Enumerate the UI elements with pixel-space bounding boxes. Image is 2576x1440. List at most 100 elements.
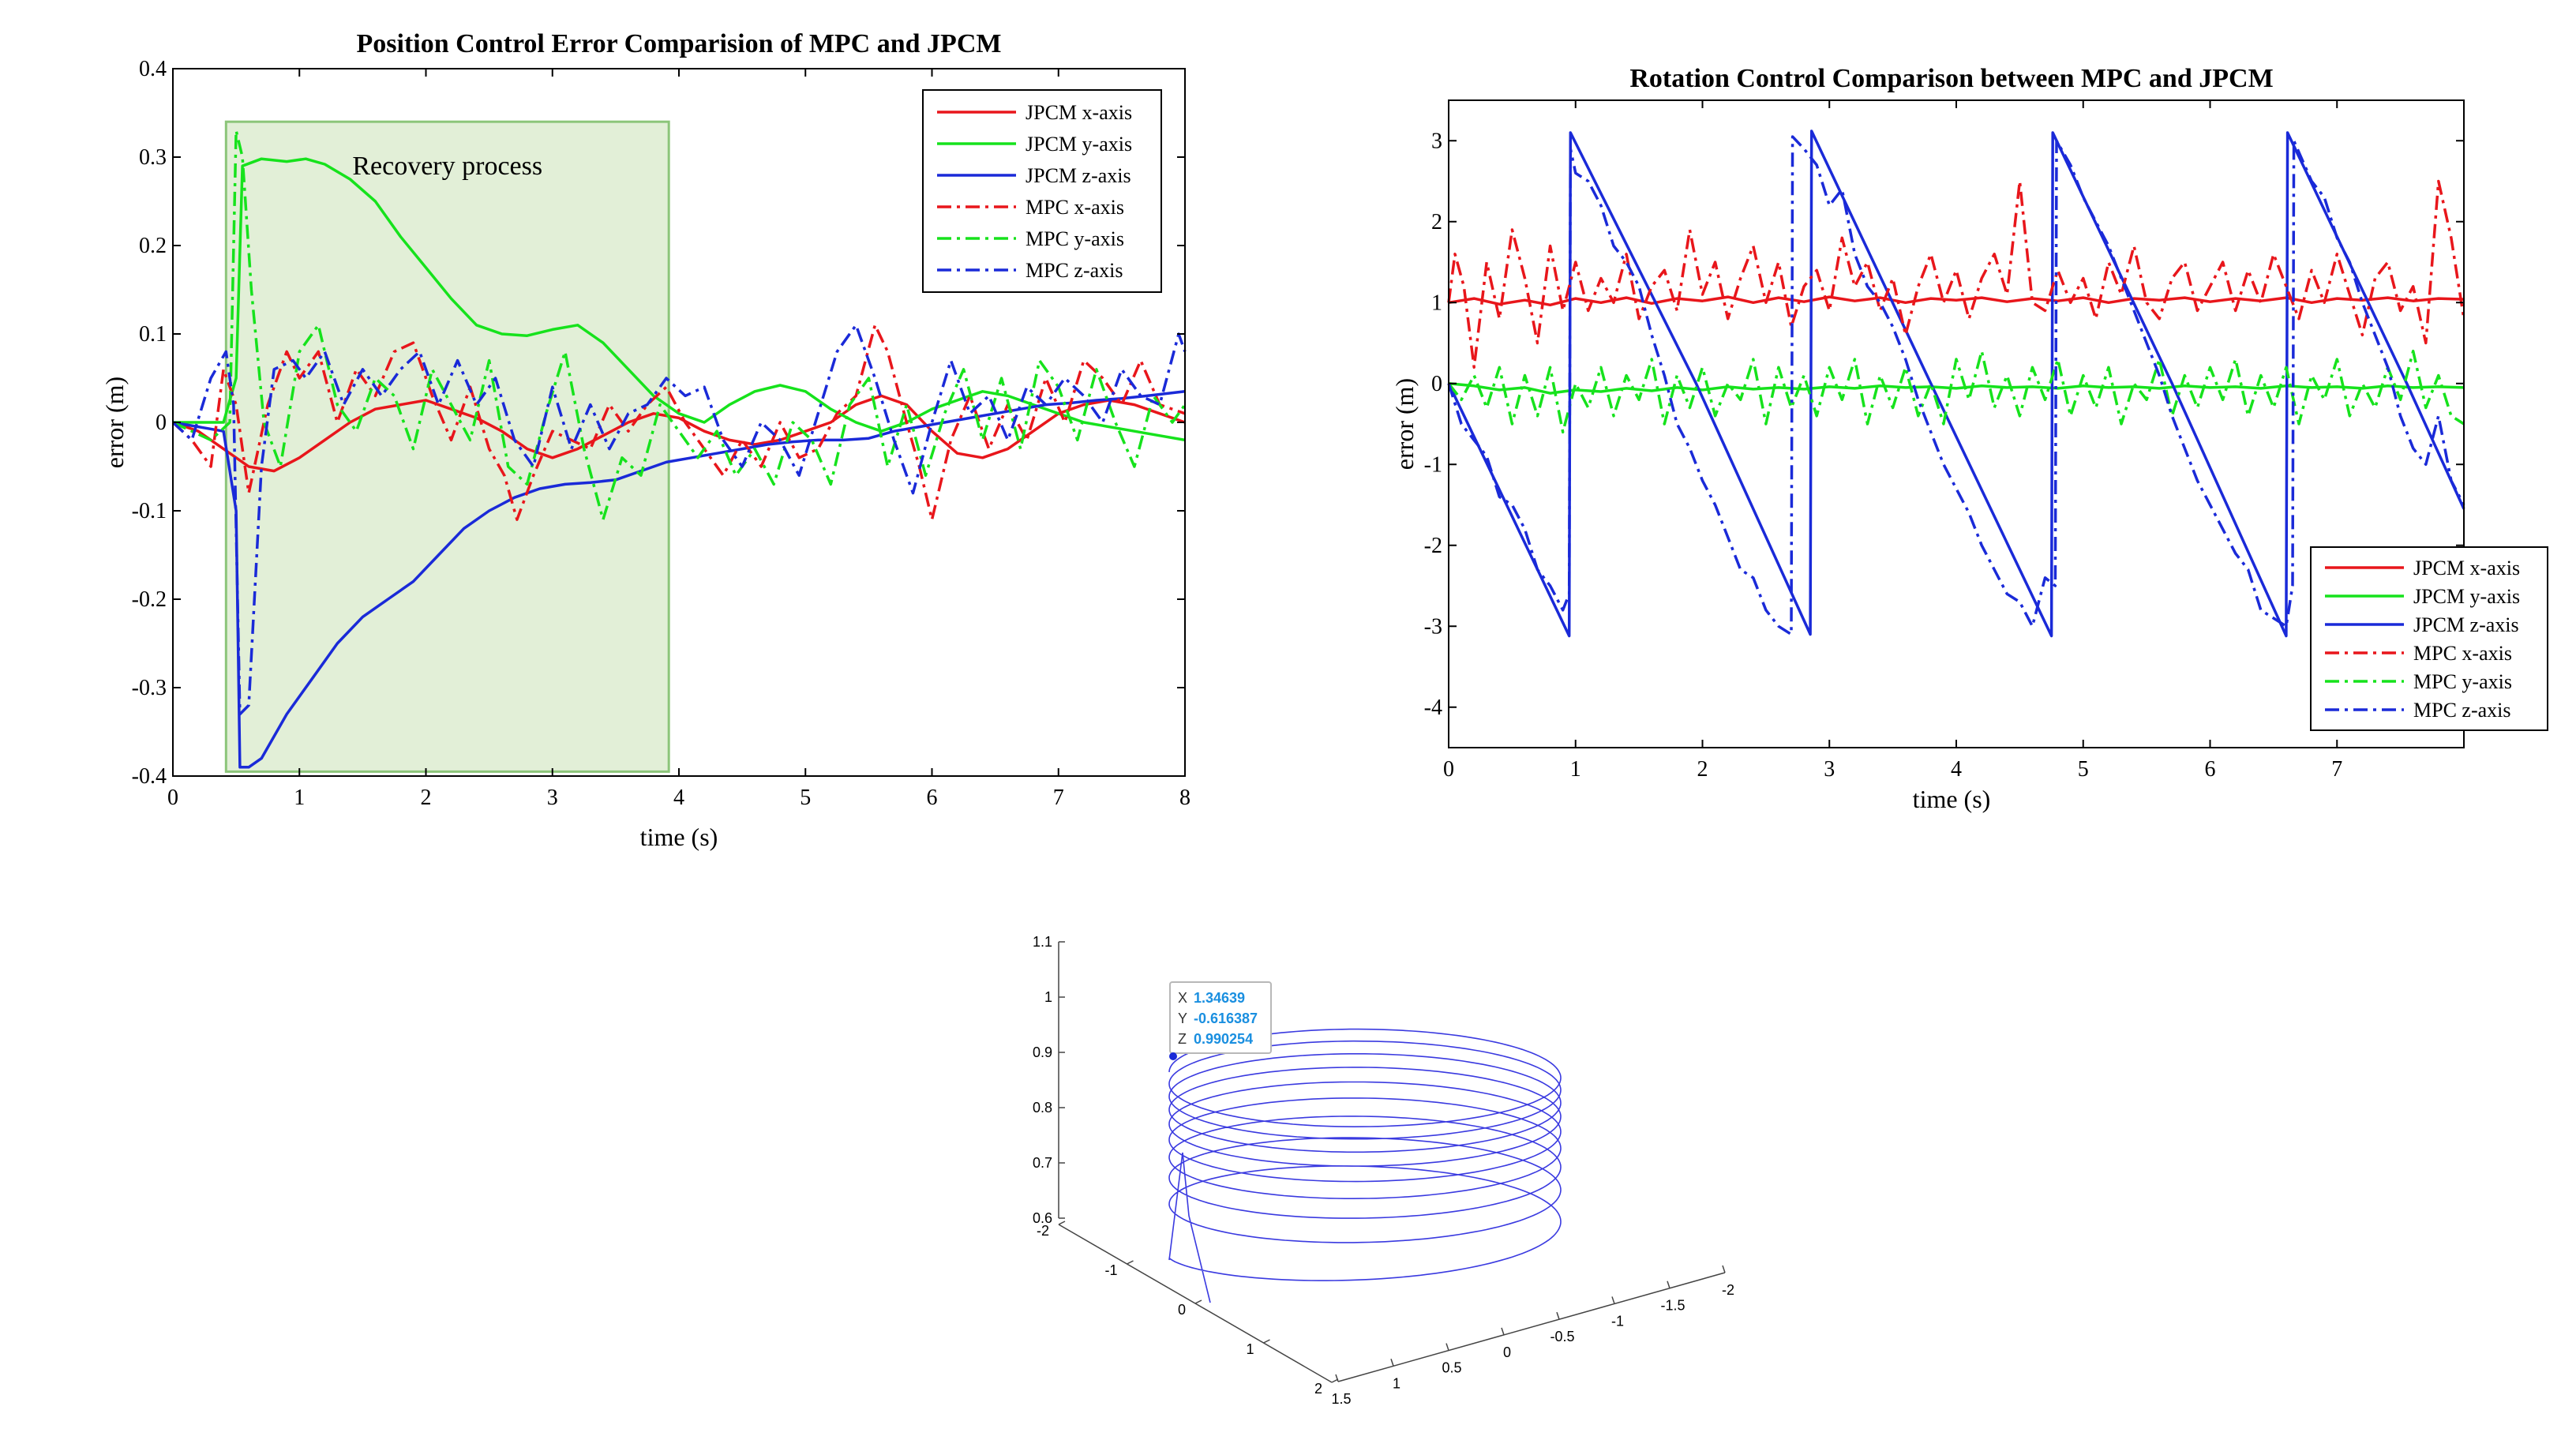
y-tick-mark (1335, 1374, 1339, 1382)
y-tick-label: 0 (1503, 1344, 1511, 1360)
series-line-mpc-y-axis (172, 129, 1187, 521)
datatip-x-value: 1.34639 (1194, 990, 1245, 1006)
y-tick-label: 2 (1431, 210, 1442, 234)
y-tick-label: -1.5 (1660, 1298, 1685, 1314)
series-line-mpc-x-axis (1447, 179, 2465, 369)
legend-box (922, 89, 1162, 293)
series-line-mpc-x-axis (171, 324, 1186, 521)
legend-entry: JPCM z-axis (2413, 613, 2519, 636)
y-tick-label: -2 (1722, 1282, 1734, 1298)
x-tick-label: 1 (1570, 757, 1581, 782)
y-tick-mark (1722, 1265, 1726, 1273)
series-line-jpcm-z-axis (1447, 129, 2465, 638)
datatip-x-label: X (1178, 990, 1187, 1006)
rotation-chart-title: Rotation Control Comparison between MPC … (1629, 64, 2273, 93)
y-tick-mark (1501, 1327, 1505, 1336)
legend-box (2310, 546, 2548, 731)
y-tick-label: -0.2 (132, 587, 167, 612)
recovery-annotation: Recovery process (352, 152, 542, 181)
x-tick-label: 7 (1053, 786, 1064, 810)
y-tick-label: 0 (156, 411, 167, 435)
helix-series-layer (1168, 1028, 1562, 1303)
legend-entry: MPC y-axis (2413, 670, 2512, 693)
x-tick-mark (1263, 1339, 1270, 1344)
x-tick-label: 2 (1314, 1381, 1322, 1397)
rotation-legend: JPCM x-axis JPCM y-axis JPCM z-axis MPC x-a… (2310, 546, 2548, 731)
series-line-jpcm-y-axis (1448, 382, 2465, 395)
y-tick-label: -0.5 (1550, 1329, 1574, 1344)
x-tick-label: 4 (1951, 757, 1962, 782)
x-tick-label: 0 (1178, 1302, 1186, 1318)
legend-entry: JPCM z-axis (1026, 164, 1131, 187)
helix-trajectory (1168, 1028, 1562, 1303)
y-tick-mark (1611, 1296, 1615, 1304)
y-tick-label: -4 (1424, 696, 1442, 720)
y-tick-label: -2 (1424, 534, 1442, 558)
legend-entry: MPC x-axis (1026, 196, 1124, 219)
position-legend: JPCM x-axis JPCM y-axis JPCM z-axis MPC x-a… (922, 89, 1162, 293)
legend-entry: JPCM y-axis (2413, 585, 2520, 608)
datatip-y-label: Y (1178, 1011, 1187, 1026)
datatip-y-value: -0.616387 (1194, 1011, 1258, 1026)
x-tick-label: 1 (294, 786, 305, 810)
y-tick-mark (1390, 1359, 1394, 1367)
y-tick-mark (1445, 1343, 1449, 1351)
legend-entry: JPCM y-axis (1026, 133, 1132, 156)
z-tick-label: 1 (1044, 989, 1052, 1005)
x-tick-label: 6 (927, 786, 938, 810)
y-tick-label: -0.4 (132, 764, 167, 789)
y-tick-label: -1 (1424, 452, 1442, 477)
series-line-jpcm-x-axis (172, 394, 1186, 473)
x-tick-label: 3 (1824, 757, 1835, 782)
z-tick-label: 0.8 (1033, 1100, 1052, 1116)
x-tick-label: -2 (1037, 1223, 1049, 1239)
x-tick-label: 3 (547, 786, 558, 810)
x-tick-label: 0 (1443, 757, 1454, 782)
legend-entry: MPC z-axis (2413, 699, 2511, 722)
y-tick-label: 0.5 (1442, 1360, 1461, 1376)
position-y-axis-label: error (m) (100, 377, 129, 468)
datatip[interactable]: X 1.34639 Y -0.616387 Z 0.990254 (1169, 981, 1272, 1060)
datatip-z-value: 0.990254 (1194, 1031, 1253, 1047)
y-tick-label: -3 (1424, 614, 1442, 639)
z-tick-label: 0.9 (1033, 1044, 1052, 1060)
position-chart: Position Control Error Comparision of MP… (100, 29, 1191, 851)
y-tick-label: 1 (1393, 1375, 1400, 1391)
series-line-jpcm-y-axis (173, 157, 1186, 442)
recovery-region (224, 120, 670, 773)
x-tick-label: 2 (421, 786, 432, 810)
legend-entry: JPCM x-axis (1026, 101, 1132, 124)
y-tick-label: -0.3 (132, 676, 167, 700)
legend-entry: MPC z-axis (1026, 259, 1123, 282)
y-tick-label: 0.2 (139, 234, 167, 258)
x-tick-label: 7 (2331, 757, 2342, 782)
rotation-x-axis-label: time (s) (1913, 785, 1991, 813)
legend-entry: JPCM x-axis (2413, 557, 2520, 579)
legend-entry: MPC x-axis (2413, 642, 2512, 665)
x-tick-mark (1058, 1221, 1066, 1225)
y-tick-mark (1667, 1281, 1670, 1288)
series-line-mpc-z-axis (171, 324, 1187, 716)
position-axes-ticks: 0 1 2 3 4 5 6 7 8 -0.4 -0.3 -0.2 -0.1 0 0.1 0.2 0.3 0.4 (132, 57, 1191, 810)
y-tick-label: 3 (1431, 129, 1442, 153)
datatip-marker (1169, 1052, 1177, 1060)
x-tick-label: -1 (1104, 1262, 1117, 1278)
helix-3d-chart: 0.6 0.7 0.8 0.9 1 1.1 -2 -1 0 1 2 1.5 1 0.5 0 -0.5 -1 -1.… (1033, 934, 1734, 1407)
x-tick-label: 6 (2205, 757, 2216, 782)
series-line-mpc-y-axis (1447, 349, 2465, 434)
x-tick-label: 5 (800, 786, 811, 810)
rotation-y-axis-label: error (m) (1390, 378, 1419, 470)
y-tick-label: 0.3 (139, 145, 167, 170)
y-tick-label: -1 (1611, 1313, 1624, 1329)
x-tick-label: 4 (673, 786, 684, 810)
z-tick-label: 0.7 (1033, 1155, 1052, 1171)
y-tick-label: 0.4 (139, 57, 167, 81)
rotation-chart: Rotation Control Comparison between MPC … (1390, 64, 2548, 813)
x-tick-label: 2 (1697, 757, 1708, 782)
y-tick-label: -0.1 (132, 499, 167, 523)
x-tick-label: 0 (167, 786, 178, 810)
x-tick-mark (1194, 1299, 1202, 1304)
rotation-series-layer (1447, 129, 2465, 638)
series-line-mpc-z-axis (1447, 135, 2465, 636)
